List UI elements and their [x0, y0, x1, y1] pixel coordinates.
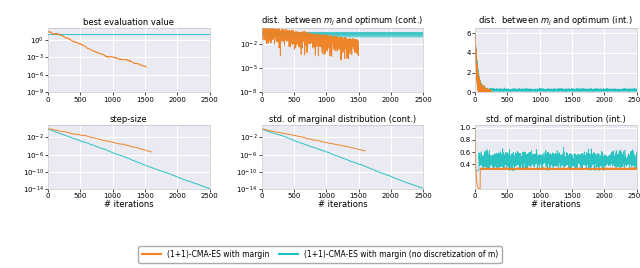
- X-axis label: # iterations: # iterations: [531, 200, 580, 210]
- Title: step-size: step-size: [110, 115, 148, 124]
- X-axis label: # iterations: # iterations: [104, 200, 154, 210]
- Legend: (1+1)-CMA-ES with margin, (1+1)-CMA-ES with margin (no discretization of m): (1+1)-CMA-ES with margin, (1+1)-CMA-ES w…: [138, 246, 502, 263]
- X-axis label: # iterations: # iterations: [317, 200, 367, 210]
- Title: best evaluation value: best evaluation value: [83, 18, 174, 27]
- Title: std. of marginal distribution (cont.): std. of marginal distribution (cont.): [269, 115, 416, 124]
- Title: dist.  between $m_j$ and optimum (cont.): dist. between $m_j$ and optimum (cont.): [261, 15, 424, 28]
- Title: dist.  between $m_j$ and optimum (int.): dist. between $m_j$ and optimum (int.): [479, 15, 634, 28]
- Title: std. of marginal distribution (int.): std. of marginal distribution (int.): [486, 115, 626, 124]
